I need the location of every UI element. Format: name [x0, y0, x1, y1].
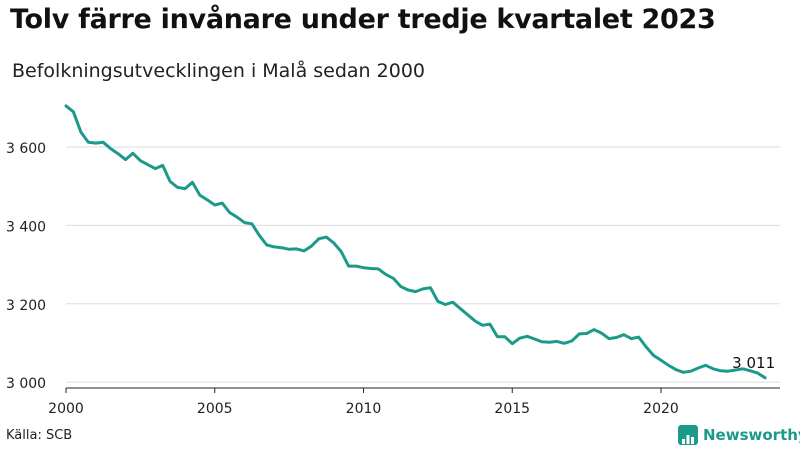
chart-title: Tolv färre invånare under tredje kvartal… [10, 4, 716, 35]
brand-name: Newsworthy [703, 426, 800, 444]
source-credit: Källa: SCB [6, 428, 73, 443]
chart-subtitle: Befolkningsutvecklingen i Malå sedan 200… [12, 60, 425, 82]
x-tick-label: 2005 [197, 401, 233, 417]
y-tick-label: 3 600 [6, 141, 46, 157]
newsworthy-chart-icon [678, 425, 698, 445]
y-tick-label: 3 000 [6, 376, 46, 392]
end-value-label: 3 011 [732, 354, 775, 372]
population-series-line [64, 104, 767, 380]
x-tick-label: 2010 [346, 401, 382, 417]
y-tick-label: 3 200 [6, 298, 46, 314]
y-tick-label: 3 400 [6, 219, 46, 235]
x-tick-label: 2000 [48, 401, 84, 417]
newsworthy-brand[interactable]: Newsworthy [678, 425, 800, 445]
x-tick-label: 2015 [494, 401, 530, 417]
x-tick-label: 2020 [643, 401, 679, 417]
